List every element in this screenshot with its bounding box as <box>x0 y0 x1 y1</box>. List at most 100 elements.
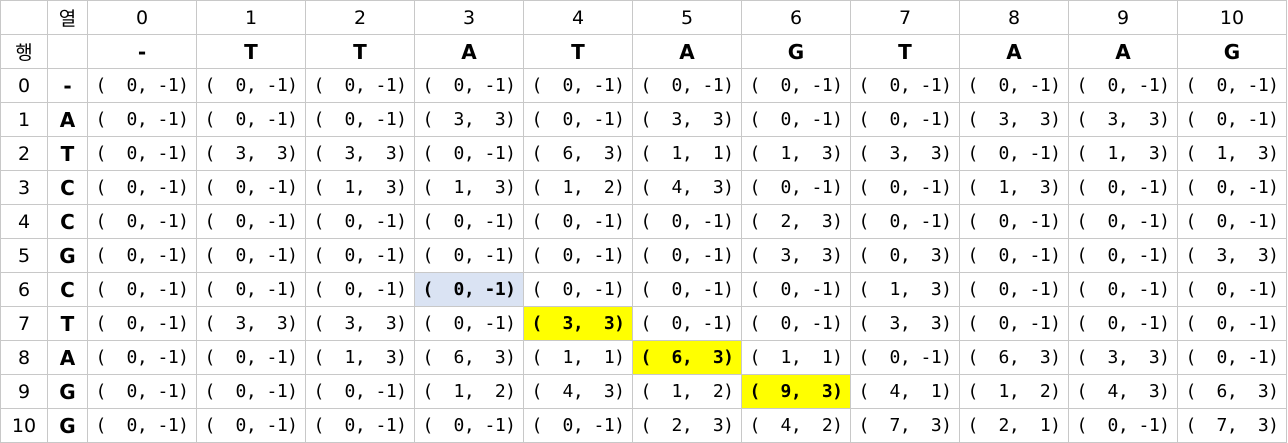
row-index[interactable]: 7 <box>0 306 48 341</box>
matrix-cell[interactable]: ( 0, -1) <box>87 238 197 273</box>
row-letter[interactable]: G <box>47 408 88 443</box>
matrix-cell[interactable]: ( 0, -1) <box>87 170 197 205</box>
matrix-cell[interactable]: ( 4, 1) <box>850 374 960 409</box>
row-index[interactable]: 1 <box>0 102 48 137</box>
column-index[interactable]: 1 <box>196 0 306 35</box>
matrix-cell[interactable]: ( 6, 3) <box>1177 374 1287 409</box>
matrix-cell[interactable]: ( 0, -1) <box>1177 102 1287 137</box>
row-index[interactable]: 8 <box>0 340 48 375</box>
matrix-cell[interactable]: ( 0, -1) <box>1068 272 1178 307</box>
row-letter[interactable]: C <box>47 170 88 205</box>
row-letter[interactable]: C <box>47 204 88 239</box>
matrix-cell[interactable]: ( 3, 3) <box>741 238 851 273</box>
matrix-cell[interactable]: ( 0, -1) <box>87 374 197 409</box>
matrix-cell[interactable]: ( 1, 3) <box>414 170 524 205</box>
column-index[interactable]: 5 <box>632 0 742 35</box>
row-letter[interactable]: T <box>47 306 88 341</box>
column-letter[interactable]: A <box>959 34 1069 69</box>
matrix-cell[interactable]: ( 1, 3) <box>305 340 415 375</box>
row-letter[interactable]: - <box>47 68 88 103</box>
matrix-cell[interactable]: ( 0, -1) <box>196 408 306 443</box>
matrix-cell[interactable]: ( 0, -1) <box>1068 170 1178 205</box>
matrix-cell[interactable]: ( 0, -1) <box>523 272 633 307</box>
column-letter[interactable]: T <box>850 34 960 69</box>
matrix-cell[interactable]: ( 0, -1) <box>1177 68 1287 103</box>
row-letter[interactable]: A <box>47 340 88 375</box>
matrix-cell[interactable]: ( 1, 2) <box>414 374 524 409</box>
matrix-cell[interactable]: ( 3, 3) <box>1068 102 1178 137</box>
matrix-cell[interactable]: ( 0, -1) <box>87 136 197 171</box>
matrix-cell[interactable]: ( 0, -1) <box>196 204 306 239</box>
matrix-cell[interactable]: ( 7, 3) <box>850 408 960 443</box>
column-index[interactable]: 3 <box>414 0 524 35</box>
matrix-cell[interactable]: ( 0, -1) <box>305 408 415 443</box>
matrix-cell[interactable]: ( 6, 3) <box>959 340 1069 375</box>
matrix-cell[interactable]: ( 1, 3) <box>1177 136 1287 171</box>
matrix-cell[interactable]: ( 0, -1) <box>1068 68 1178 103</box>
matrix-cell[interactable]: ( 0, -1) <box>523 238 633 273</box>
matrix-cell[interactable]: ( 0, -1) <box>414 68 524 103</box>
corner-cell[interactable] <box>47 34 88 69</box>
row-letter[interactable]: G <box>47 374 88 409</box>
matrix-cell[interactable]: ( 0, -1) <box>87 340 197 375</box>
matrix-cell[interactable]: ( 1, 1) <box>523 340 633 375</box>
matrix-cell[interactable]: ( 0, -1) <box>87 102 197 137</box>
row-index[interactable]: 4 <box>0 204 48 239</box>
matrix-cell[interactable]: ( 0, -1) <box>523 102 633 137</box>
matrix-cell[interactable]: ( 0, -1) <box>523 408 633 443</box>
matrix-cell[interactable]: ( 0, -1) <box>523 204 633 239</box>
column-letter[interactable]: A <box>1068 34 1178 69</box>
row-index[interactable]: 3 <box>0 170 48 205</box>
matrix-cell[interactable]: ( 3, 3) <box>1177 238 1287 273</box>
matrix-cell[interactable]: ( 0, -1) <box>305 238 415 273</box>
matrix-cell[interactable]: ( 0, -1) <box>632 272 742 307</box>
column-index[interactable]: 0 <box>87 0 197 35</box>
column-index[interactable]: 9 <box>1068 0 1178 35</box>
matrix-cell[interactable]: ( 0, -1) <box>87 204 197 239</box>
matrix-cell[interactable]: ( 0, -1) <box>196 68 306 103</box>
row-index[interactable]: 2 <box>0 136 48 171</box>
matrix-cell[interactable]: ( 0, -1) <box>632 68 742 103</box>
matrix-cell[interactable]: ( 0, -1) <box>305 374 415 409</box>
matrix-cell[interactable]: ( 0, -1) <box>87 306 197 341</box>
matrix-cell[interactable]: ( 0, -1) <box>741 306 851 341</box>
matrix-cell[interactable]: ( 3, 3) <box>196 306 306 341</box>
matrix-cell[interactable]: ( 0, -1) <box>1177 272 1287 307</box>
highlighted-matrix-cell[interactable]: ( 0, -1) <box>414 272 524 307</box>
row-letter[interactable]: C <box>47 272 88 307</box>
matrix-cell[interactable]: ( 0, -1) <box>87 408 197 443</box>
matrix-cell[interactable]: ( 0, -1) <box>741 272 851 307</box>
matrix-cell[interactable]: ( 1, 2) <box>959 374 1069 409</box>
matrix-cell[interactable]: ( 2, 3) <box>632 408 742 443</box>
matrix-cell[interactable]: ( 0, -1) <box>850 102 960 137</box>
matrix-cell[interactable]: ( 0, -1) <box>959 238 1069 273</box>
matrix-cell[interactable]: ( 0, -1) <box>850 340 960 375</box>
matrix-cell[interactable]: ( 0, -1) <box>1177 340 1287 375</box>
column-letter[interactable]: T <box>523 34 633 69</box>
matrix-cell[interactable]: ( 0, -1) <box>1177 204 1287 239</box>
matrix-cell[interactable]: ( 3, 3) <box>959 102 1069 137</box>
matrix-cell[interactable]: ( 0, -1) <box>196 102 306 137</box>
matrix-cell[interactable]: ( 0, -1) <box>959 272 1069 307</box>
matrix-cell[interactable]: ( 4, 3) <box>1068 374 1178 409</box>
matrix-cell[interactable]: ( 2, 1) <box>959 408 1069 443</box>
matrix-cell[interactable]: ( 0, -1) <box>305 68 415 103</box>
matrix-cell[interactable]: ( 0, -1) <box>305 204 415 239</box>
matrix-cell[interactable]: ( 3, 3) <box>305 306 415 341</box>
matrix-cell[interactable]: ( 0, -1) <box>523 68 633 103</box>
column-index[interactable]: 4 <box>523 0 633 35</box>
matrix-cell[interactable]: ( 0, -1) <box>959 68 1069 103</box>
column-letter[interactable]: G <box>741 34 851 69</box>
matrix-cell[interactable]: ( 4, 3) <box>523 374 633 409</box>
matrix-cell[interactable]: ( 0, -1) <box>850 170 960 205</box>
matrix-cell[interactable]: ( 3, 3) <box>850 306 960 341</box>
matrix-cell[interactable]: ( 1, 3) <box>850 272 960 307</box>
matrix-cell[interactable]: ( 0, -1) <box>414 204 524 239</box>
matrix-cell[interactable]: ( 6, 3) <box>414 340 524 375</box>
matrix-cell[interactable]: ( 6, 3) <box>523 136 633 171</box>
matrix-cell[interactable]: ( 0, -1) <box>1068 204 1178 239</box>
matrix-cell[interactable]: ( 0, -1) <box>305 272 415 307</box>
column-letter[interactable]: T <box>305 34 415 69</box>
row-letter[interactable]: G <box>47 238 88 273</box>
matrix-cell[interactable]: ( 0, -1) <box>87 68 197 103</box>
